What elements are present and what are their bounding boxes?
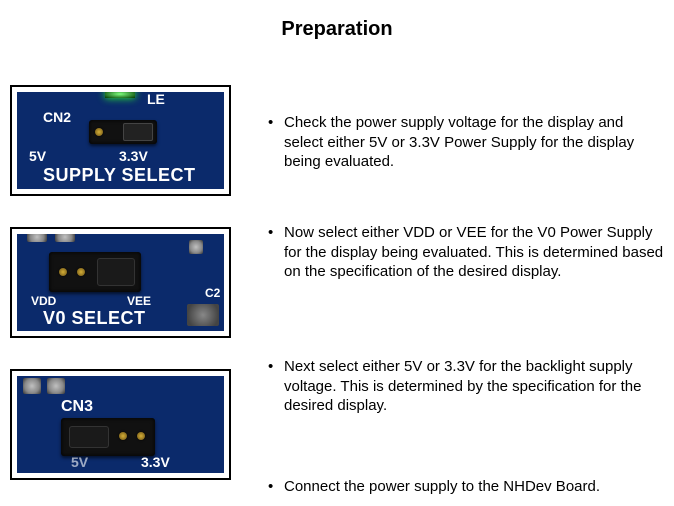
silk-label-33v: 3.3V: [119, 148, 148, 164]
bullet-dot-icon: •: [268, 113, 284, 133]
jumper-supply: [89, 120, 157, 144]
silk-label-cn3: CN3: [61, 398, 93, 416]
pcb-supply-select: LE CN2 5V 3.3V SUPPLY SELECT: [17, 92, 224, 189]
bullet-dot-icon: •: [268, 477, 284, 497]
silk-label-vdd: VDD: [31, 294, 56, 308]
bullet-2: • Now select either VDD or VEE for the V…: [268, 223, 664, 282]
silk-label-le: LE: [147, 92, 165, 107]
pin-hole: [77, 268, 85, 276]
silk-label-5v-bl: 5V: [71, 454, 88, 470]
jumper-v0: [49, 252, 141, 292]
solder-pad: [189, 240, 203, 254]
solder-pad: [187, 304, 219, 326]
bullet-text: Connect the power supply to the NHDev Bo…: [284, 477, 664, 497]
silk-label-33v-bl: 3.3V: [141, 454, 170, 470]
solder-pad: [27, 234, 47, 242]
photo-backlight-select: CN3 5V 3.3V: [10, 369, 231, 480]
bullet-4: • Connect the power supply to the NHDev …: [268, 477, 664, 497]
solder-pad: [47, 378, 65, 394]
pin-hole: [59, 268, 67, 276]
bullet-text: Next select either 5V or 3.3V for the ba…: [284, 357, 664, 416]
page-title: Preparation: [0, 18, 674, 41]
bullet-dot-icon: •: [268, 357, 284, 377]
solder-pad: [55, 234, 75, 242]
led-indicator: [105, 92, 135, 98]
silk-label-v0-select: V0 SELECT: [43, 308, 146, 329]
jumper-backlight: [61, 418, 155, 456]
pin-hole: [137, 432, 145, 440]
pin-hole: [119, 432, 127, 440]
photo-v0-select: VDD VEE C2 V0 SELECT: [10, 227, 231, 338]
silk-label-supply-select: SUPPLY SELECT: [43, 165, 196, 186]
silk-label-5v: 5V: [29, 148, 46, 164]
silk-label-cn2: CN2: [43, 109, 71, 125]
bullet-3: • Next select either 5V or 3.3V for the …: [268, 357, 664, 416]
pcb-backlight-select: CN3 5V 3.3V: [17, 376, 224, 473]
bullet-dot-icon: •: [268, 223, 284, 243]
silk-label-c2: C2: [205, 286, 220, 300]
bullet-text: Check the power supply voltage for the d…: [284, 113, 664, 172]
silk-label-vee: VEE: [127, 294, 151, 308]
bullet-1: • Check the power supply voltage for the…: [268, 113, 664, 172]
pin-hole: [95, 128, 103, 136]
photo-supply-select: LE CN2 5V 3.3V SUPPLY SELECT: [10, 85, 231, 196]
pcb-v0-select: VDD VEE C2 V0 SELECT: [17, 234, 224, 331]
bullet-text: Now select either VDD or VEE for the V0 …: [284, 223, 664, 282]
solder-pad: [23, 378, 41, 394]
